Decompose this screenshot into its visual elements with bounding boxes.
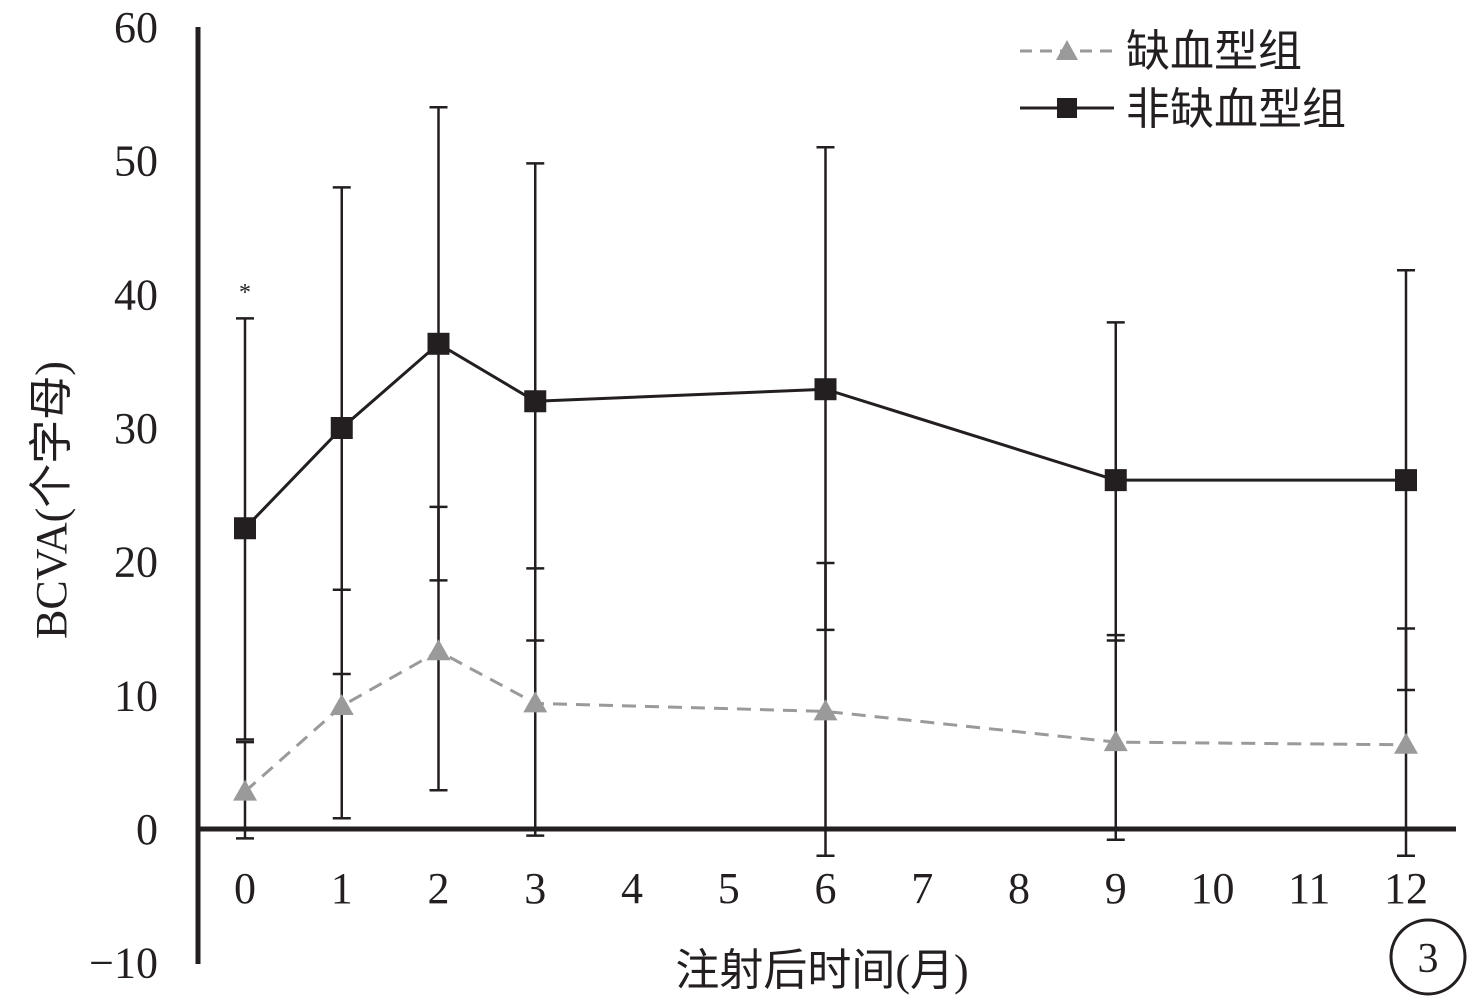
- x-axis-label: 注射后时间(月): [675, 946, 968, 995]
- marker-ischemic: [1394, 732, 1418, 754]
- y-tick-label: 50: [114, 137, 158, 186]
- marker-ischemic: [1103, 730, 1128, 752]
- x-tick-label: 1: [331, 864, 353, 913]
- marker-ischemic: [329, 694, 354, 716]
- y-tick-label: 10: [114, 671, 158, 720]
- marker-nonischemic: [1104, 469, 1127, 492]
- y-tick-label: 30: [114, 404, 158, 453]
- marker-nonischemic: [1395, 469, 1417, 492]
- marker-ischemic: [233, 779, 257, 801]
- panel-label-number: 3: [1418, 936, 1439, 982]
- legend: 缺血型组 非缺血型组: [1020, 27, 1346, 134]
- x-tick-label: 0: [234, 864, 256, 913]
- y-tick-label: −10: [89, 939, 158, 988]
- x-tick-label: 12: [1384, 864, 1428, 913]
- marker-nonischemic: [234, 517, 256, 540]
- x-tick-label: 4: [621, 864, 643, 913]
- panel-label: 3: [1389, 918, 1467, 996]
- x-tick-label: 2: [428, 864, 450, 913]
- panel-label-circle: [1389, 918, 1467, 996]
- marker-nonischemic: [427, 332, 450, 355]
- marker-ischemic: [426, 639, 451, 661]
- x-tick-label: 6: [815, 864, 837, 913]
- y-tick-label: 0: [136, 805, 158, 854]
- x-tick-label: 3: [524, 864, 546, 913]
- legend-label-nonischemic: 非缺血型组: [1126, 85, 1346, 134]
- legend-swatch-nonischemic-square: [1057, 98, 1077, 118]
- x-tick-label: 5: [718, 864, 740, 913]
- y-axis-label: BCVA(个字母): [27, 361, 76, 639]
- x-tick-label: 11: [1288, 864, 1330, 913]
- y-tick-label: 40: [114, 270, 158, 319]
- y-tick-label: 60: [114, 3, 158, 52]
- x-tick-label: 10: [1191, 864, 1235, 913]
- significance-asterisk: *: [239, 280, 251, 306]
- legend-swatch-ischemic-triangle: [1056, 40, 1078, 60]
- x-tick-label: 8: [1008, 864, 1030, 913]
- marker-nonischemic: [524, 390, 547, 413]
- legend-label-ischemic: 缺血型组: [1126, 27, 1302, 76]
- marker-nonischemic: [814, 378, 837, 401]
- marker-nonischemic: [330, 417, 353, 439]
- marker-ischemic: [813, 699, 838, 721]
- x-tick-label: 9: [1105, 864, 1127, 913]
- axes: [195, 27, 1456, 964]
- y-tick-label: 20: [114, 538, 158, 587]
- series-markers: [233, 332, 1418, 801]
- marker-ischemic: [523, 691, 548, 713]
- x-tick-label: 7: [911, 864, 933, 913]
